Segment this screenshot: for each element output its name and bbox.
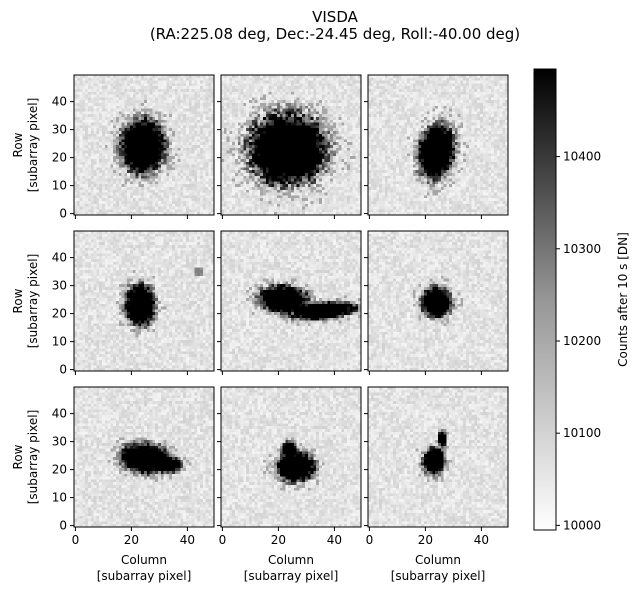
image-panel: 0 10 20 30 40 Row [subarray pixel]	[11, 230, 215, 377]
panel-frame	[73, 386, 215, 528]
y-tick-label: 0	[59, 519, 67, 533]
panel-frame	[220, 230, 362, 372]
y-tick-label: 40	[52, 251, 67, 265]
x-tick-label: 0	[366, 533, 374, 547]
y-tick-label: 20	[52, 307, 67, 321]
panel-image	[74, 75, 214, 215]
panel-image	[74, 231, 214, 371]
colorbar-tick-label: 10200	[563, 334, 601, 348]
y-tick-label: 0	[59, 363, 67, 377]
x-axis-label: [subarray pixel]	[391, 569, 486, 583]
colorbar: 10000 10100 10200 10300 10400 Counts after 10…	[533, 68, 630, 532]
colorbar-tick-label: 10100	[563, 426, 601, 440]
y-tick-label: 40	[52, 407, 67, 421]
x-tick-label: 0	[72, 533, 80, 547]
image-panel: 0 20 40 Column [subarray pixel]	[364, 386, 509, 583]
panel-image	[221, 231, 361, 371]
colorbar-tick-label: 10300	[563, 242, 601, 256]
panel-image	[74, 387, 214, 527]
x-axis-label: [subarray pixel]	[244, 569, 339, 583]
panel-image	[368, 231, 508, 371]
panel-frame	[367, 74, 509, 216]
panel-image	[368, 75, 508, 215]
colorbar-tick-label: 10400	[563, 150, 601, 164]
y-tick-label: 30	[52, 279, 67, 293]
x-tick-label: 40	[474, 533, 489, 547]
y-tick-label: 10	[52, 335, 67, 349]
y-tick-label: 10	[52, 179, 67, 193]
panel-frame	[73, 230, 215, 372]
y-tick-label: 30	[52, 435, 67, 449]
x-tick-label: 0	[219, 533, 227, 547]
y-axis-label: [subarray pixel]	[26, 254, 40, 349]
image-panel: 0 10 20 30 40 Row [subarray pixel]	[11, 74, 215, 221]
panel-frame	[73, 74, 215, 216]
y-tick-label: 20	[52, 463, 67, 477]
x-tick-label: 20	[124, 533, 139, 547]
panel-frame	[367, 230, 509, 372]
panel-image	[221, 387, 361, 527]
colorbar-tick-label: 10000	[563, 518, 601, 532]
x-tick-label: 20	[418, 533, 433, 547]
y-tick-label: 10	[52, 491, 67, 505]
x-axis-label: Column	[268, 553, 314, 567]
panel-image	[368, 387, 508, 527]
y-tick-label: 20	[52, 151, 67, 165]
x-axis-label: [subarray pixel]	[97, 569, 192, 583]
y-axis-label: Row	[11, 444, 25, 469]
y-tick-label: 30	[52, 123, 67, 137]
panel-frame	[367, 386, 509, 528]
colorbar-gradient	[533, 68, 557, 531]
image-panel	[364, 230, 509, 375]
x-axis-label: Column	[415, 553, 461, 567]
y-axis-label: Row	[11, 288, 25, 313]
y-axis-label: [subarray pixel]	[26, 410, 40, 505]
x-axis-label: Column	[121, 553, 167, 567]
panel-image	[221, 75, 361, 215]
image-panel	[217, 74, 362, 219]
x-tick-label: 20	[271, 533, 286, 547]
y-tick-label: 40	[52, 95, 67, 109]
colorbar-label: Counts after 10 s [DN]	[616, 232, 630, 367]
chart-subtitle: (RA:225.08 deg, Dec:-24.45 deg, Roll:-40…	[150, 25, 520, 43]
panel-frame	[220, 74, 362, 216]
y-axis-label: Row	[11, 132, 25, 157]
x-tick-label: 40	[327, 533, 342, 547]
image-panel: 0 20 40 Column [subarray pixel]	[217, 386, 362, 583]
x-tick-label: 40	[180, 533, 195, 547]
panel-frame	[220, 386, 362, 528]
chart-title: VISDA	[312, 8, 358, 26]
image-panel	[364, 74, 509, 219]
y-tick-label: 0	[59, 207, 67, 221]
image-panel	[217, 230, 362, 375]
y-axis-label: [subarray pixel]	[26, 98, 40, 193]
